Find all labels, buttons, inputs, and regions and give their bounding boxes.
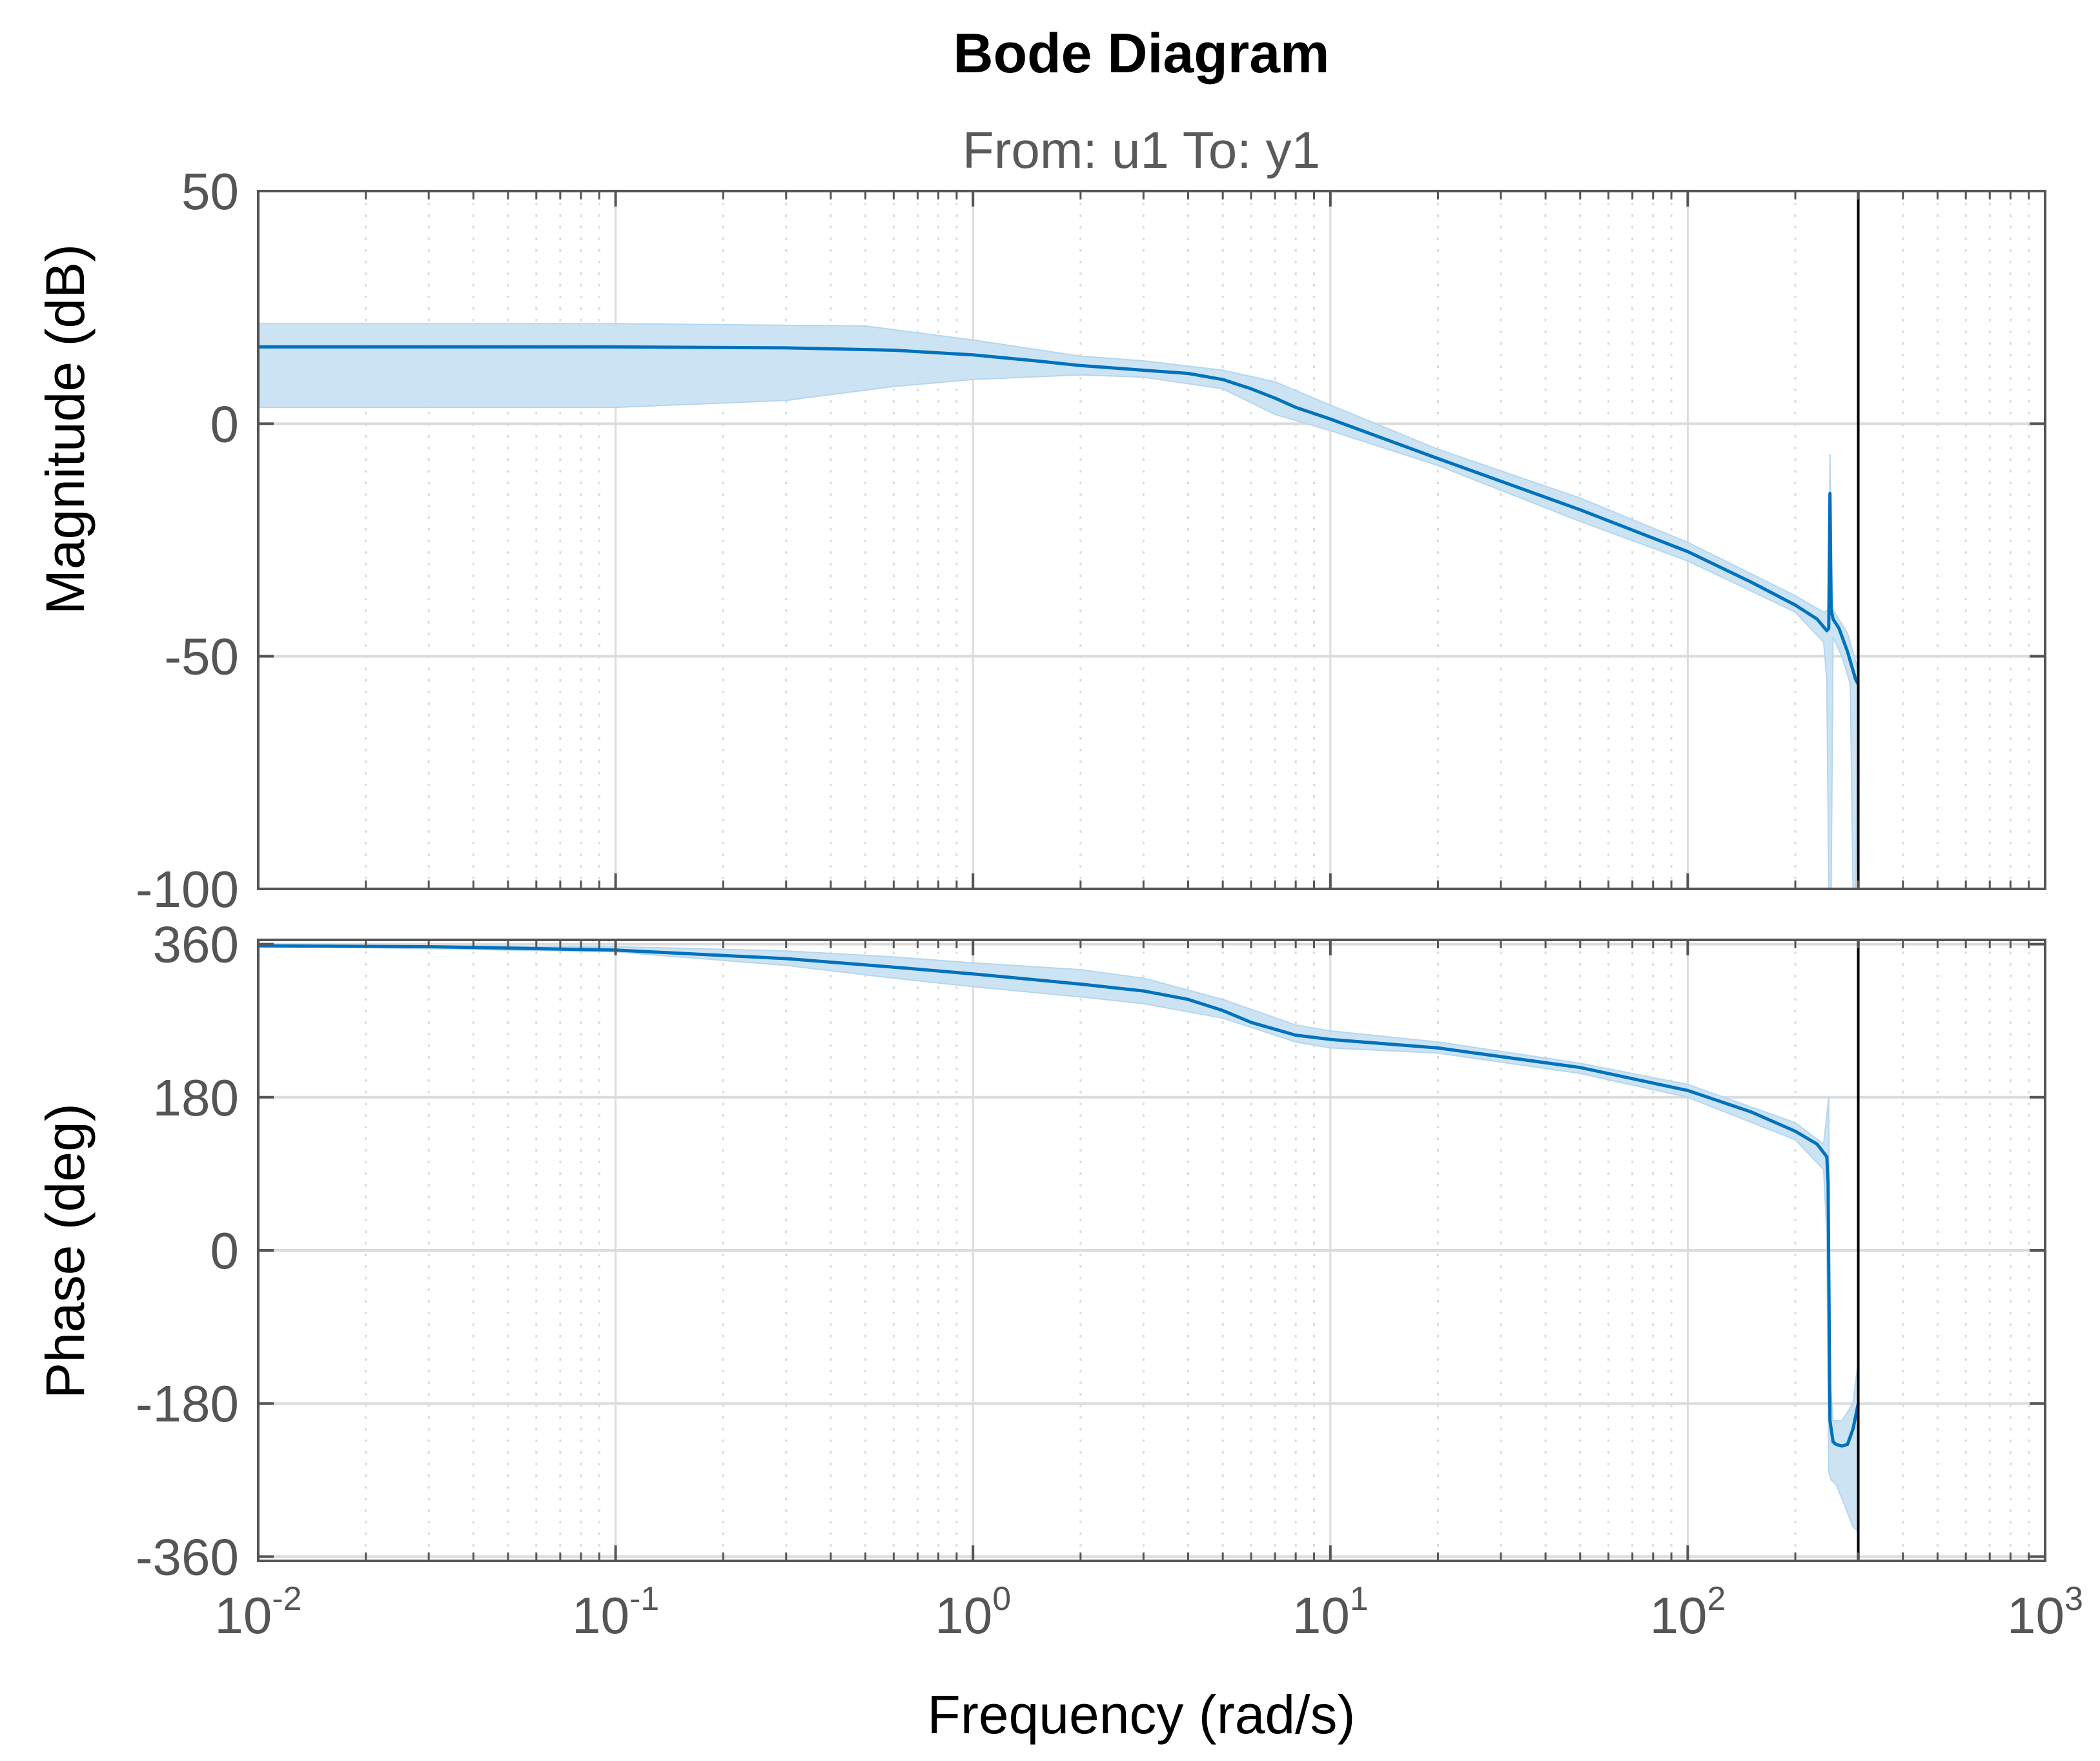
mag-plot-area — [258, 191, 2045, 889]
mag-y-tick-label: -100 — [136, 860, 239, 918]
x-tick-label: 10-2 — [214, 1580, 301, 1644]
phase-y-tick-label: 0 — [210, 1222, 240, 1279]
phase-uncertainty-band — [258, 944, 1859, 1533]
mag-y-tick-label: -50 — [164, 628, 239, 686]
mag-axes-box — [257, 190, 2046, 890]
mag-y-tick-label: 0 — [210, 395, 240, 453]
phase-y-tick-label: -360 — [136, 1528, 239, 1585]
x-axis-label: Frequency (rad/s) — [928, 1684, 1356, 1745]
chart-title: Bode Diagram — [953, 23, 1329, 85]
phase-response-line — [258, 944, 1860, 1448]
x-tick-label: 10-1 — [572, 1580, 659, 1644]
x-tick-label: 103 — [2007, 1580, 2083, 1644]
phase-y-tick-label: 360 — [153, 916, 239, 973]
phase-y-tick-label: -180 — [136, 1375, 239, 1432]
phase-y-axis-label: Phase (deg) — [35, 1103, 96, 1399]
x-tick-label: 101 — [1292, 1580, 1369, 1644]
x-tick-labels: 10-2 10-1 100 101 102 103 — [214, 1580, 2083, 1644]
x-tick-label: 102 — [1649, 1580, 1726, 1644]
phase-subplot: 360 180 0 -180 -360 — [136, 916, 2046, 1585]
mag-response-line — [258, 345, 1860, 686]
magnitude-subplot: 50 0 -50 -100 — [136, 163, 2046, 918]
mag-y-tick-label: 50 — [181, 163, 239, 220]
magnitude-y-axis-label: Magnitude (dB) — [35, 244, 96, 615]
phase-y-tick-label: 180 — [153, 1069, 239, 1126]
chart-subtitle: From: u1 To: y1 — [963, 121, 1320, 179]
x-tick-label: 100 — [935, 1580, 1011, 1644]
